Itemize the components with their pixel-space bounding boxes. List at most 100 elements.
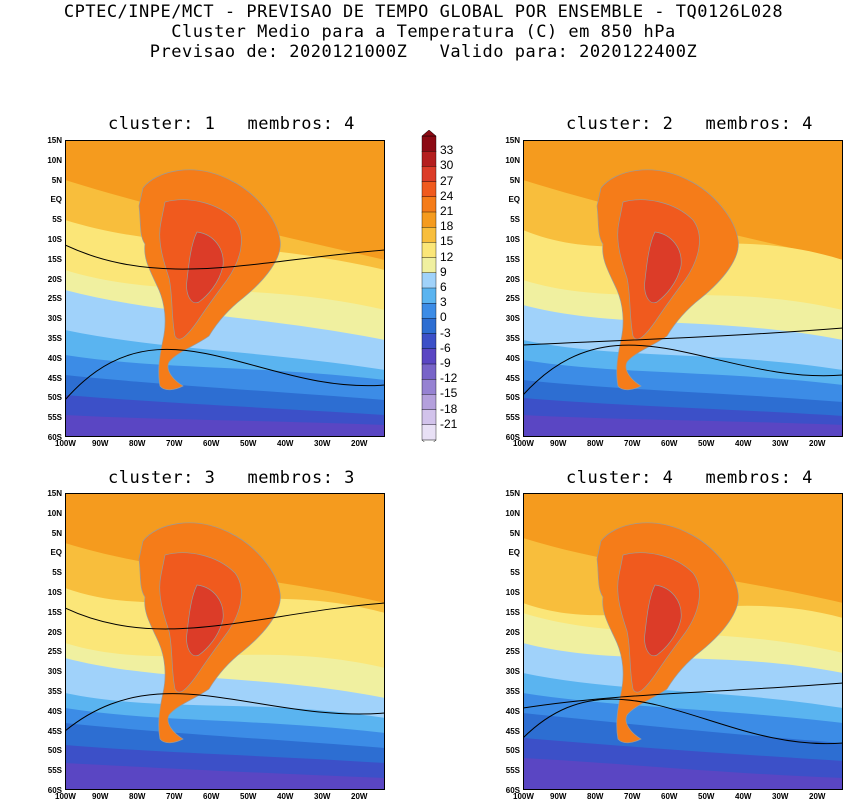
lon-tick-label: 40W [735, 439, 752, 448]
lon-tick-label: 60W [661, 439, 678, 448]
lon-tick-label: 70W [166, 439, 183, 448]
contour-line [523, 327, 843, 346]
lon-tick-label: 30W [772, 792, 789, 801]
colorbar-swatch [421, 348, 437, 365]
lat-tick-label: 35S [505, 687, 520, 696]
lat-tick-label: 20S [505, 627, 520, 637]
lat-tick-label: 15N [505, 136, 520, 145]
lon-tick-label: 100W [55, 439, 76, 448]
colorbar-swatch [421, 424, 437, 441]
lat-tick-label: 55S [505, 413, 520, 423]
contour-line [523, 344, 843, 396]
lat-tick-label: 45S [47, 373, 62, 383]
lat-tick-label: 50S [47, 746, 62, 756]
colorbar-top-arrow [421, 130, 437, 137]
lon-tick-label: 80W [587, 792, 604, 801]
map-panel-cluster-1 [65, 140, 385, 437]
lat-tick-label: 5N [51, 175, 62, 185]
lat-tick-label: 55S [47, 766, 62, 776]
warm-region [186, 584, 224, 657]
lat-tick-label: 25S [47, 294, 62, 304]
contour-line [523, 698, 843, 745]
main-title: CPTEC/INPE/MCT - PREVISAO DE TEMPO GLOBA… [63, 2, 784, 22]
lon-tick-label: 40W [277, 792, 294, 801]
lat-tick-label: 20S [47, 274, 62, 284]
temperature-band [523, 415, 843, 437]
panel-title-cluster-1: cluster: 1 membros: 4 [108, 114, 355, 134]
lon-tick-label: 70W [166, 792, 183, 801]
lon-tick-label: 60W [203, 439, 220, 448]
lat-tick-label: 5S [52, 568, 62, 578]
lon-tick-label: 100W [55, 792, 76, 801]
lon-tick-label: 50W [698, 792, 715, 801]
colorbar-swatch [421, 287, 437, 304]
colorbar-swatch [421, 257, 437, 274]
lon-tick-label: 20W [351, 439, 368, 448]
colorbar-tick-label: 15 [440, 234, 454, 249]
colorbar-tick-label: 27 [440, 173, 454, 188]
lat-tick-label: 20S [505, 274, 520, 284]
lat-tick-label: 40S [505, 353, 520, 363]
temperature-band [65, 763, 385, 790]
lat-tick-label: 50S [47, 393, 62, 403]
lon-tick-label: 90W [92, 439, 109, 448]
lon-tick-label: 30W [314, 439, 331, 448]
lon-tick-label: 50W [240, 792, 257, 801]
colorbar-swatch [421, 166, 437, 183]
colorbar-swatch [421, 242, 437, 259]
colorbar-swatch [421, 378, 437, 395]
lat-tick-label: 10S [505, 588, 520, 597]
lon-tick-label: 100W [513, 439, 534, 448]
lat-tick-label: 40S [505, 706, 520, 716]
lat-tick-label: 15N [505, 489, 520, 498]
lat-tick-label: 60S [47, 786, 62, 795]
lat-tick-label: 5S [510, 215, 520, 225]
colorbar-tick-label: -15 [440, 386, 458, 401]
temperature-band [523, 758, 843, 790]
lat-tick-label: 10N [505, 155, 520, 165]
lat-tick-label: 40S [47, 706, 62, 716]
colorbar-tick-label: -12 [440, 371, 458, 386]
lat-tick-label: 45S [505, 726, 520, 736]
lat-tick-label: 60S [505, 786, 520, 795]
colorbar-tick-label: -6 [440, 340, 451, 355]
lon-tick-label: 80W [587, 439, 604, 448]
warm-region [186, 231, 224, 304]
contour-line [523, 682, 843, 709]
lat-tick-label: 15S [505, 254, 520, 264]
colorbar-tick-label: 24 [440, 188, 454, 203]
temperature-band [65, 415, 385, 437]
colorbar-tick-label: -18 [440, 401, 458, 416]
lat-tick-label: 60S [47, 433, 62, 442]
lat-tick-label: 5S [52, 215, 62, 225]
colorbar-swatch [421, 318, 437, 335]
panel-title-cluster-2: cluster: 2 membros: 4 [566, 114, 813, 134]
lat-tick-label: 35S [505, 334, 520, 343]
lat-tick-label: 25S [505, 647, 520, 657]
colorbar-swatch [421, 196, 437, 213]
lon-tick-label: 80W [129, 792, 146, 801]
lat-tick-label: 10N [505, 508, 520, 518]
lat-tick-label: 30S [47, 667, 62, 677]
colorbar-swatch [421, 272, 437, 289]
colorbar-tick-label: 3 [440, 295, 447, 310]
lat-tick-label: 10S [505, 235, 520, 244]
colorbar-tick-label: -21 [440, 416, 458, 431]
lon-tick-label: 100W [513, 792, 534, 801]
lon-tick-label: 70W [624, 439, 641, 448]
lat-tick-label: 25S [505, 294, 520, 304]
colorbar [421, 130, 437, 442]
lat-tick-label: 50S [505, 393, 520, 403]
colorbar-swatch [421, 409, 437, 426]
colorbar-swatch [421, 211, 437, 228]
colorbar-tick-label: -9 [440, 356, 451, 370]
lon-tick-label: 60W [661, 792, 678, 801]
lon-tick-label: 40W [735, 792, 752, 801]
lon-tick-label: 70W [624, 792, 641, 801]
lat-tick-label: 35S [47, 687, 62, 696]
warm-region [644, 584, 682, 657]
lat-tick-label: 30S [505, 314, 520, 324]
panel-title-cluster-3: cluster: 3 membros: 3 [108, 468, 355, 488]
colorbar-swatch [421, 226, 437, 243]
lat-tick-label: 5N [509, 175, 520, 185]
